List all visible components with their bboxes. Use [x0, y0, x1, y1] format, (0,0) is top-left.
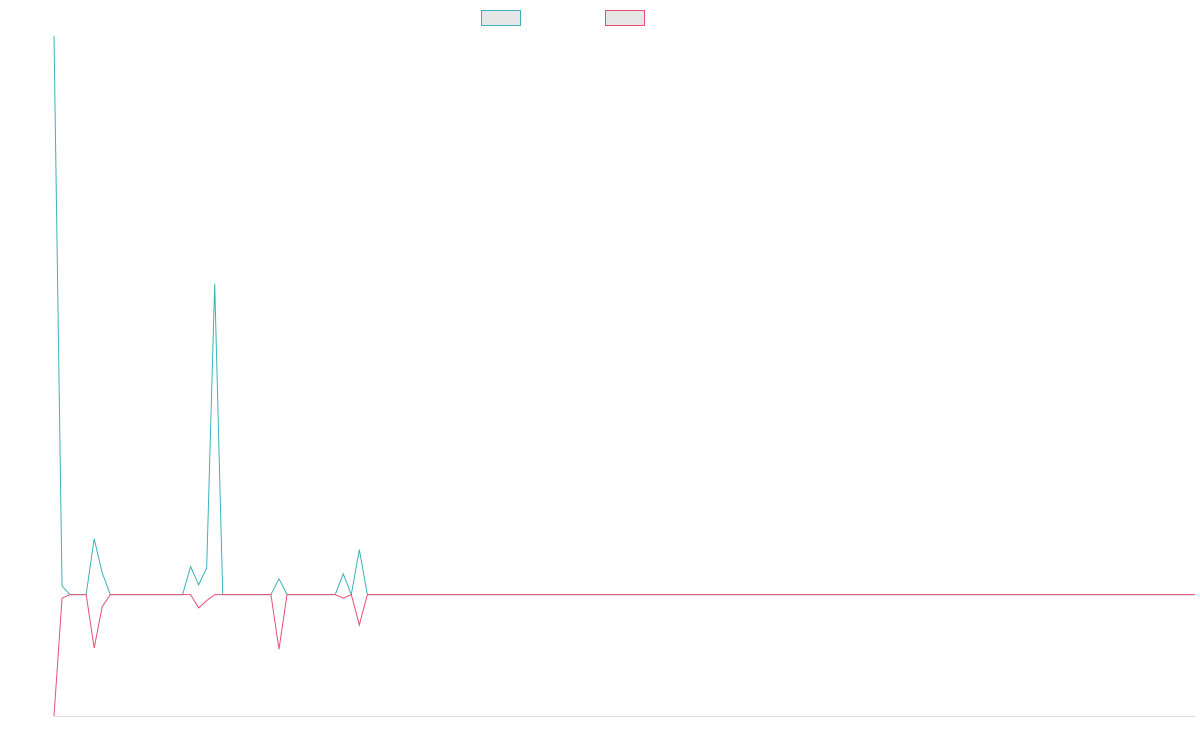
series-line-1: [53, 35, 1195, 597]
series-line-2: [53, 593, 1195, 717]
legend[interactable]: [481, 10, 645, 26]
series-layer: [53, 35, 1195, 717]
legend-swatch-2[interactable]: [605, 10, 645, 26]
legend-swatch-1[interactable]: [481, 10, 521, 26]
